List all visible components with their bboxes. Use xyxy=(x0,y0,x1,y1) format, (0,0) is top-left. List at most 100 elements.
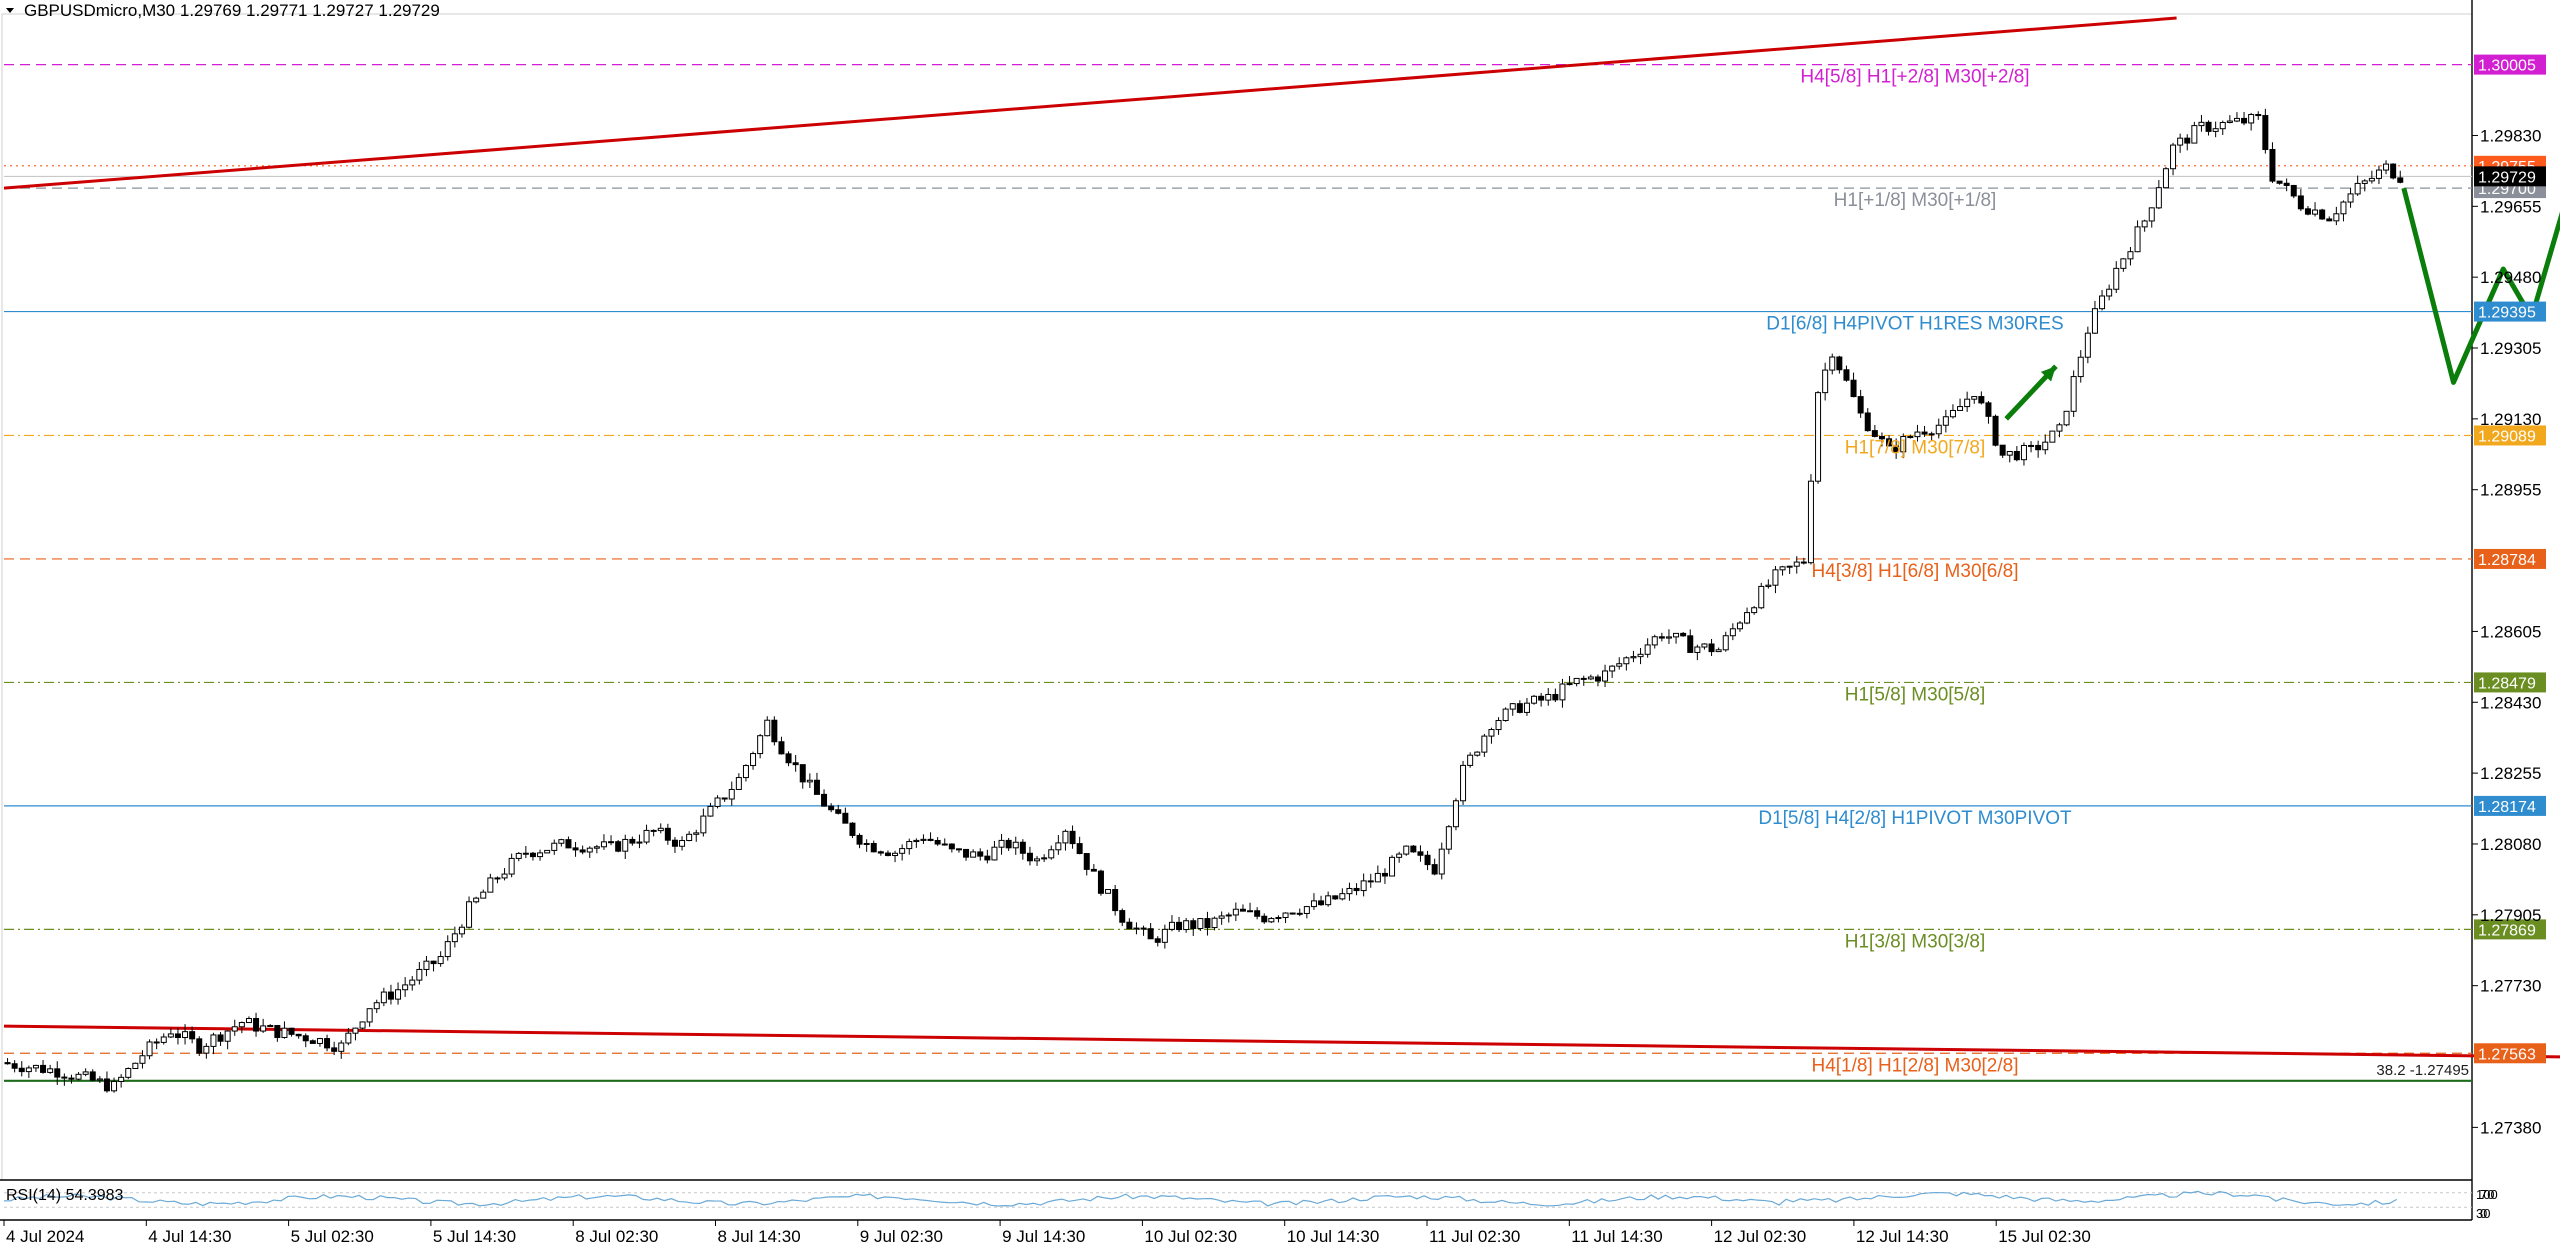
x-tick-label: 9 Jul 14:30 xyxy=(1002,1227,1085,1246)
candle xyxy=(849,822,856,839)
candle xyxy=(2177,133,2184,153)
candle xyxy=(1275,915,1282,923)
candle xyxy=(2162,167,2169,189)
candle xyxy=(494,876,501,884)
candle xyxy=(1481,733,1488,757)
candle xyxy=(2312,202,2319,217)
rsi-scale-100: 100 xyxy=(2476,1187,2498,1202)
candle xyxy=(650,829,657,837)
candle xyxy=(977,848,984,861)
candle xyxy=(1126,918,1133,930)
candle xyxy=(757,733,764,759)
candle xyxy=(771,716,778,746)
candle xyxy=(2390,163,2397,180)
candle xyxy=(2091,300,2098,334)
candle xyxy=(1680,631,1687,637)
candle xyxy=(1701,643,1708,650)
candle xyxy=(2269,142,2276,184)
candle xyxy=(1041,854,1048,862)
candle xyxy=(373,999,380,1014)
candle xyxy=(1964,391,1971,412)
rsi-label: RSI(14) 54.3983 xyxy=(6,1187,124,1204)
candle xyxy=(671,837,678,853)
x-tick-label: 4 Jul 2024 xyxy=(6,1227,84,1246)
candle xyxy=(1019,839,1026,860)
candle xyxy=(558,838,565,847)
candle xyxy=(1403,845,1410,856)
candle xyxy=(380,987,387,1007)
candle xyxy=(2063,410,2070,427)
candle xyxy=(118,1074,125,1088)
candle xyxy=(2184,134,2191,151)
y-tick-label: 1.28955 xyxy=(2480,481,2541,500)
level-label: H1[+1/8] M30[+1/8] xyxy=(1834,190,1997,211)
candle xyxy=(2049,430,2056,443)
y-tick-label: 1.28605 xyxy=(2480,622,2541,641)
candle xyxy=(714,795,721,809)
candle xyxy=(572,841,579,857)
candle xyxy=(593,844,600,854)
y-tick-label: 1.27380 xyxy=(2480,1118,2541,1137)
candle xyxy=(430,960,437,972)
candle xyxy=(1161,924,1168,949)
candle xyxy=(196,1036,203,1057)
candle xyxy=(167,1027,174,1039)
candle xyxy=(2084,326,2091,364)
y-tick-label: 1.29480 xyxy=(2480,268,2541,287)
candle xyxy=(1318,895,1325,906)
candle xyxy=(2020,442,2027,466)
candle xyxy=(1261,913,1268,924)
candle xyxy=(2283,178,2290,192)
candle xyxy=(750,751,757,770)
candle xyxy=(1957,398,1964,411)
triangle-down-icon[interactable] xyxy=(6,8,14,13)
candle xyxy=(1225,912,1232,923)
candle xyxy=(984,849,991,864)
candle xyxy=(238,1021,245,1034)
candle xyxy=(366,1008,373,1027)
candle xyxy=(813,772,820,795)
candle xyxy=(799,764,806,789)
candle xyxy=(2170,142,2177,176)
candle xyxy=(281,1021,288,1039)
candle xyxy=(1531,694,1538,705)
candle xyxy=(1303,905,1310,919)
candle xyxy=(991,840,998,861)
candle xyxy=(970,849,977,858)
candle xyxy=(2013,446,2020,462)
candle xyxy=(920,834,927,844)
candle xyxy=(2106,284,2113,301)
candle xyxy=(1687,629,1694,653)
candle xyxy=(182,1024,189,1045)
candle xyxy=(1367,873,1374,888)
svg-text:1.29089: 1.29089 xyxy=(2478,428,2536,445)
candle xyxy=(1048,845,1055,860)
candle xyxy=(1914,424,1921,442)
candle xyxy=(1807,474,1814,565)
candle xyxy=(735,773,742,790)
candle xyxy=(2070,370,2077,417)
candle xyxy=(2127,246,2134,266)
candle xyxy=(2304,206,2311,216)
candle xyxy=(260,1018,267,1033)
rsi-panel xyxy=(3,1190,2472,1208)
candle xyxy=(679,836,686,851)
level-label: H4[5/8] H1[+2/8] M30[+2/8] xyxy=(1800,67,2029,88)
candle xyxy=(1729,623,1736,641)
candle xyxy=(1154,936,1161,947)
candle xyxy=(160,1033,167,1045)
candle xyxy=(1523,697,1530,716)
candle xyxy=(2120,258,2127,272)
candle xyxy=(11,1060,18,1073)
candle xyxy=(82,1068,89,1077)
candle xyxy=(1864,408,1871,432)
candle xyxy=(600,834,607,850)
candle xyxy=(1665,629,1672,645)
candle xyxy=(870,840,877,853)
y-tick-label: 1.28255 xyxy=(2480,764,2541,783)
candle xyxy=(1119,908,1126,927)
candle xyxy=(1062,829,1069,851)
candle xyxy=(863,839,870,852)
candle xyxy=(544,849,551,854)
